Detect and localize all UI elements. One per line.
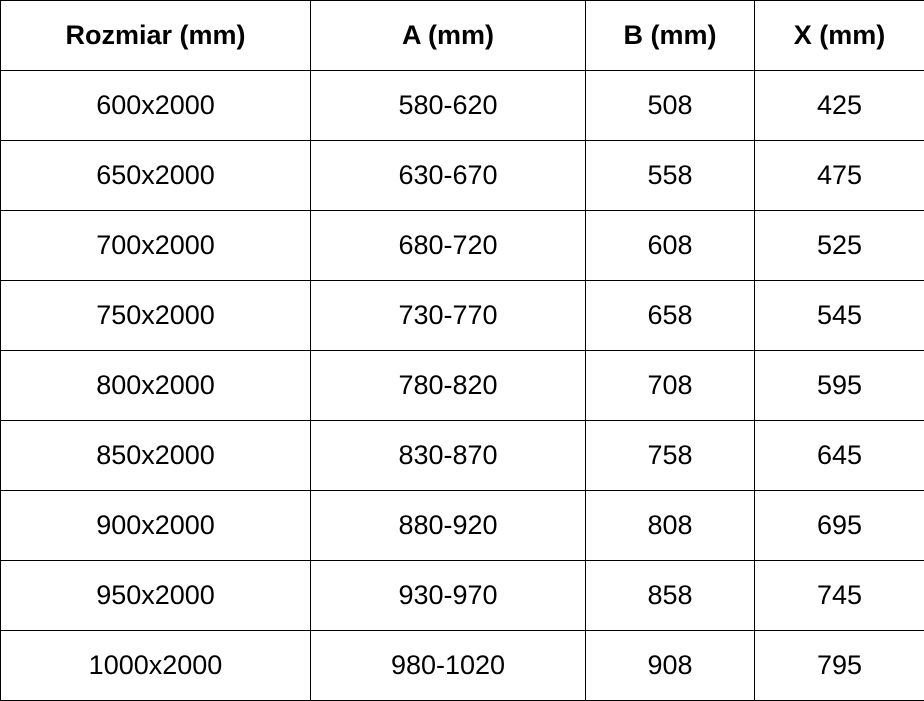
table-row: 850x2000 830-870 758 645 (0, 420, 924, 491)
cell-x: 425 (754, 70, 924, 141)
cell-a: 880-920 (310, 490, 586, 561)
table-row: 1000x2000 980-1020 908 795 (0, 630, 924, 701)
cell-b: 508 (585, 70, 755, 141)
cell-b: 858 (585, 560, 755, 631)
cell-a: 730-770 (310, 280, 586, 351)
header-x: X (mm) (754, 0, 924, 71)
header-a: A (mm) (310, 0, 586, 71)
cell-size: 700x2000 (0, 210, 311, 281)
cell-a: 980-1020 (310, 630, 586, 701)
cell-size: 1000x2000 (0, 630, 311, 701)
cell-b: 558 (585, 140, 755, 211)
cell-size: 850x2000 (0, 420, 311, 491)
cell-size: 750x2000 (0, 280, 311, 351)
cell-b: 808 (585, 490, 755, 561)
header-b: B (mm) (585, 0, 755, 71)
cell-x: 795 (754, 630, 924, 701)
cell-x: 645 (754, 420, 924, 491)
cell-b: 658 (585, 280, 755, 351)
cell-size: 950x2000 (0, 560, 311, 631)
cell-b: 608 (585, 210, 755, 281)
cell-x: 475 (754, 140, 924, 211)
table-row: 650x2000 630-670 558 475 (0, 140, 924, 211)
header-size: Rozmiar (mm) (0, 0, 311, 71)
table-row: 700x2000 680-720 608 525 (0, 210, 924, 281)
cell-a: 830-870 (310, 420, 586, 491)
cell-b: 908 (585, 630, 755, 701)
cell-b: 708 (585, 350, 755, 421)
table-body: 600x2000 580-620 508 425 650x2000 630-670 558 4… (0, 70, 924, 701)
cell-x: 595 (754, 350, 924, 421)
table-row: 600x2000 580-620 508 425 (0, 70, 924, 141)
cell-b: 758 (585, 420, 755, 491)
cell-a: 780-820 (310, 350, 586, 421)
cell-x: 695 (754, 490, 924, 561)
cell-a: 680-720 (310, 210, 586, 281)
cell-size: 650x2000 (0, 140, 311, 211)
cell-size: 600x2000 (0, 70, 311, 141)
cell-a: 630-670 (310, 140, 586, 211)
cell-size: 800x2000 (0, 350, 311, 421)
cell-x: 545 (754, 280, 924, 351)
table-row: 950x2000 930-970 858 745 (0, 560, 924, 631)
cell-size: 900x2000 (0, 490, 311, 561)
table-row: 900x2000 880-920 808 695 (0, 490, 924, 561)
header-row: Rozmiar (mm) A (mm) B (mm) X (mm) (0, 0, 924, 71)
cell-x: 525 (754, 210, 924, 281)
table-row: 750x2000 730-770 658 545 (0, 280, 924, 351)
cell-a: 930-970 (310, 560, 586, 631)
table-row: 800x2000 780-820 708 595 (0, 350, 924, 421)
cell-x: 745 (754, 560, 924, 631)
cell-a: 580-620 (310, 70, 586, 141)
